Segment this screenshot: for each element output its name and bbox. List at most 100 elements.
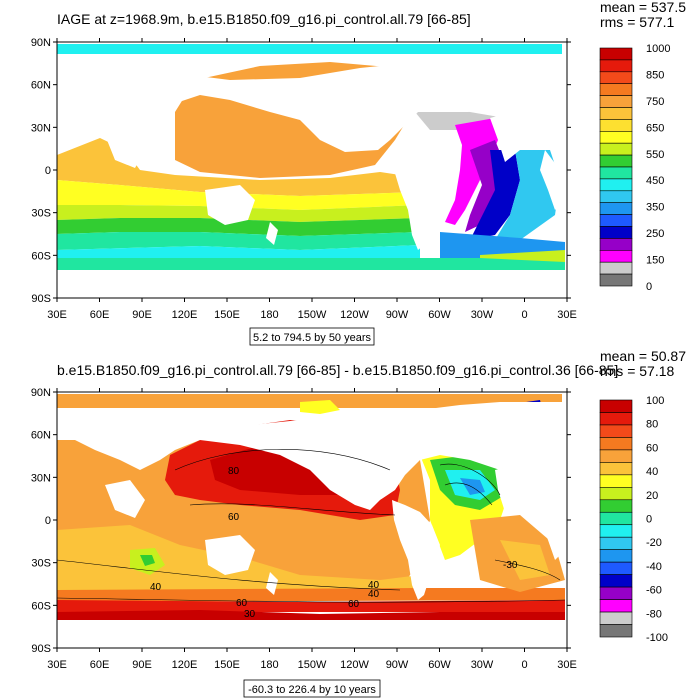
colorbar-swatch (599, 574, 633, 588)
panel1-range-label: 5.2 to 794.5 by 50 years (253, 332, 372, 344)
colorbar-swatch (599, 238, 633, 251)
colorbar-swatch (599, 83, 633, 96)
colorbar-label: 1000 (646, 43, 670, 55)
lon-tick-label: 150E (214, 309, 240, 321)
contour-label: 60 (348, 599, 360, 610)
lon-tick-label: 120W (340, 659, 369, 671)
contour-label: 80 (228, 466, 240, 477)
colorbar-label: 150 (646, 255, 664, 267)
colorbar-label: 40 (646, 466, 658, 478)
panel2-contour-labels: 80 60 40 40 40 60 60 30 -30 (150, 466, 518, 620)
colorbar-swatch (599, 166, 633, 180)
colorbar-swatch (599, 154, 633, 168)
lon-tick-label: 30E (557, 659, 577, 671)
colorbar-swatch (599, 202, 633, 215)
lat-tick-label: 90S (31, 643, 51, 655)
lon-tick-label: 30E (47, 659, 67, 671)
lon-tick-label: 180 (260, 309, 278, 321)
colorbar-label: 450 (646, 175, 664, 187)
lat-tick-label: 30S (31, 208, 51, 220)
lon-tick-label: 90E (132, 659, 152, 671)
lon-tick-label: 60E (90, 309, 110, 321)
lat-tick-label: 60S (31, 600, 51, 612)
panel2-title: b.e15.B1850.f09_g16.pi_control.all.79 [6… (57, 362, 618, 378)
colorbar-swatch (599, 47, 633, 61)
colorbar-swatch (599, 250, 633, 263)
contour-label: 40 (150, 582, 162, 593)
contour-label: 30 (244, 609, 256, 620)
colorbar-swatch (599, 261, 633, 275)
panel1-title: IAGE at z=1968.9m, b.e15.B1850.f09_g16.p… (57, 11, 471, 27)
lon-tick-label: 30W (471, 659, 494, 671)
colorbar-label: 80 (646, 419, 658, 431)
lon-tick-label: 150W (298, 659, 327, 671)
colorbar-label: -40 (646, 561, 662, 573)
colorbar-swatch (599, 487, 633, 501)
colorbar-swatch (599, 624, 633, 638)
lat-tick-label: 60N (31, 430, 51, 442)
colorbar-swatch (599, 131, 633, 144)
lon-tick-label: 90E (132, 309, 152, 321)
colorbar-swatch (599, 536, 633, 550)
panel2-ticks: 90N 60N 30N 0 30S 60S 90S 30E 60E 90E 120E 150E 180 1… (31, 387, 577, 671)
lat-tick-label: 30N (31, 122, 51, 134)
colorbar-swatch (599, 59, 633, 73)
colorbar-swatch (599, 214, 633, 227)
lon-tick-label: 0 (521, 659, 527, 671)
colorbar-swatch (599, 561, 633, 575)
panel2-mean: mean = 50.87 (599, 348, 686, 364)
contour-label: 40 (368, 580, 380, 591)
colorbar-label: 100 (646, 395, 664, 407)
lon-tick-label: 120E (172, 659, 198, 671)
colorbar-label: 20 (646, 490, 658, 502)
lon-tick-label: 120W (340, 309, 369, 321)
lat-tick-label: 60N (31, 80, 51, 92)
lat-tick-label: 90S (31, 293, 51, 305)
colorbar-swatch (599, 142, 633, 156)
colorbar-swatch (599, 178, 633, 192)
colorbar-label: -80 (646, 608, 662, 620)
panel1-rms: rms = 577.1 (599, 14, 675, 30)
colorbar-swatch (599, 499, 633, 513)
panel1-ticks: 90N 60N 30N 0 30S 60S 90S 30E 60E 90E 120E 150E 180 1… (31, 37, 577, 321)
colorbar-swatch (599, 474, 633, 488)
contour-label: 40 (368, 589, 380, 600)
panel1-colorbar: 1000 850 750 650 550 450 350 250 150 0 (599, 43, 670, 293)
panel2-range-label: -60.3 to 226.4 by 10 years (248, 684, 376, 696)
colorbar-swatch (599, 437, 633, 451)
panel1-map (57, 42, 567, 298)
lat-tick-label: 0 (45, 165, 51, 177)
colorbar-swatch (599, 107, 633, 120)
colorbar-label: 850 (646, 69, 664, 81)
colorbar-label: 0 (646, 514, 652, 526)
panel2-colorbar: 100 80 60 40 20 0 -20 -40 -60 -80 -100 (599, 395, 668, 644)
contour-label: 60 (228, 512, 240, 523)
lon-tick-label: 30W (471, 309, 494, 321)
lon-tick-label: 120E (172, 309, 198, 321)
colorbar-label: 750 (646, 96, 664, 108)
lon-tick-label: 30E (557, 309, 577, 321)
colorbar-swatch (599, 190, 633, 204)
colorbar-label: -60 (646, 585, 662, 597)
colorbar-label: 0 (646, 281, 652, 293)
colorbar-label: 350 (646, 202, 664, 214)
colorbar-label: -20 (646, 537, 662, 549)
colorbar-swatch (599, 449, 633, 463)
colorbar-label: 250 (646, 228, 664, 240)
lat-tick-label: 90N (31, 37, 51, 49)
lon-tick-label: 90W (386, 659, 409, 671)
lon-tick-label: 60W (428, 659, 451, 671)
panel1-stats: mean = 537.5 rms = 577.1 (600, 0, 686, 30)
colorbar-label: 650 (646, 122, 664, 134)
lat-tick-label: 30S (31, 558, 51, 570)
panel2-stats: mean = 50.87 rms = 57.18 (600, 349, 686, 379)
lat-tick-label: 30N (31, 472, 51, 484)
contour-label: -30 (503, 560, 518, 571)
colorbar-swatch (599, 424, 633, 438)
colorbar-label: 60 (646, 442, 658, 454)
colorbar-swatch (599, 399, 633, 413)
lon-tick-label: 90W (386, 309, 409, 321)
lon-tick-label: 150W (298, 309, 327, 321)
colorbar-swatch (599, 95, 633, 108)
